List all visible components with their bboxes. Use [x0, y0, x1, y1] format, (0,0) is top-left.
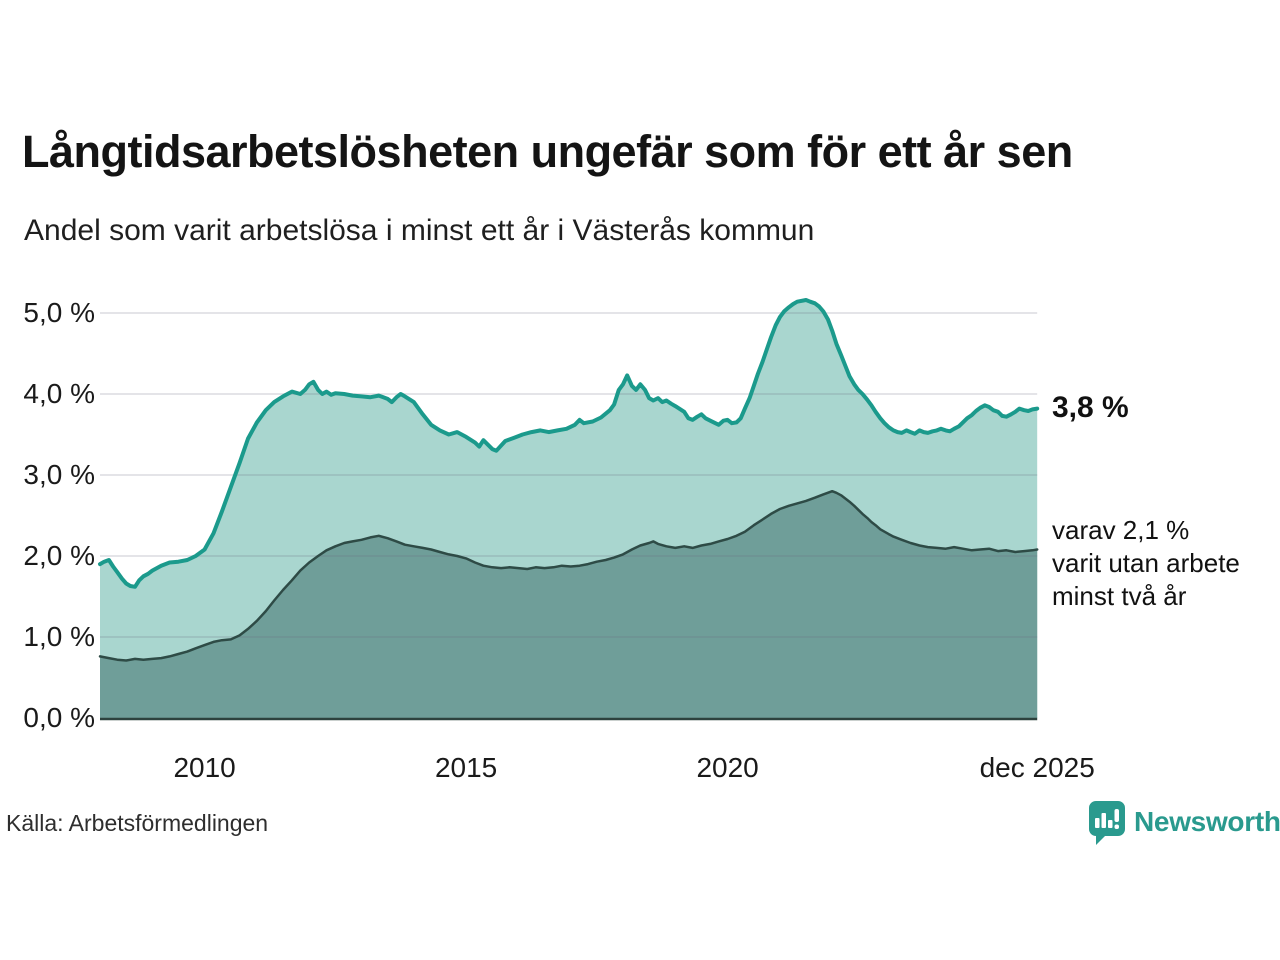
y-tick-label: 1,0 % — [23, 621, 95, 652]
x-tick-label: 2015 — [434, 752, 498, 783]
secondary-value-line: varit utan arbete — [1052, 548, 1240, 578]
y-tick-label: 0,0 % — [23, 702, 95, 733]
y-tick-label: 4,0 % — [23, 378, 95, 409]
newsworthy-wordmark: Newsworthy — [1134, 806, 1280, 837]
y-tick-label: 5,0 % — [23, 297, 95, 328]
secondary-value-line: varav 2,1 % — [1052, 515, 1190, 545]
source-attribution: Källa: Arbetsförmedlingen — [6, 810, 269, 836]
secondary-value-label: varav 2,1 % varit utan arbete minst två … — [1052, 514, 1240, 613]
latest-value-label: 3,8 % — [1052, 391, 1129, 424]
x-tick-label: 2020 — [696, 752, 759, 783]
y-tick-label: 3,0 % — [23, 459, 95, 490]
secondary-value-line: minst två år — [1052, 581, 1187, 611]
chart-subtitle: Andel som varit arbetslösa i minst ett å… — [24, 214, 815, 247]
line-min-one-year — [98, 298, 1040, 589]
x-tick-label: 2010 — [173, 752, 236, 783]
newsworthy-logo-icon — [1089, 801, 1125, 845]
x-tick-label: dec 2025 — [979, 752, 1095, 783]
y-tick-label: 2,0 % — [23, 540, 95, 571]
line-min-two-years — [98, 489, 1039, 662]
newsworthy-logo: Newsworthy — [1088, 801, 1280, 845]
page-title: Långtidsarbetslösheten ungefär som för e… — [22, 126, 1073, 177]
